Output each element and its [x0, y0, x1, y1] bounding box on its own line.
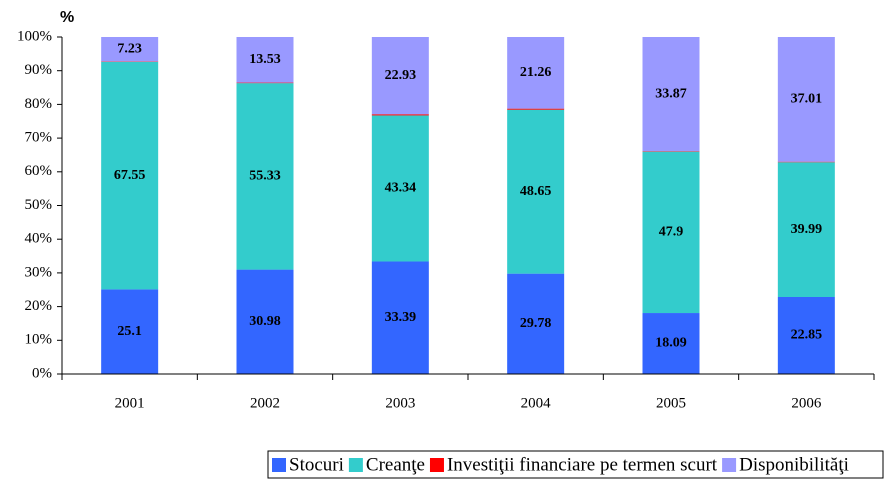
bar-segment [642, 313, 700, 374]
bar-segment [371, 114, 429, 116]
bar-segment [371, 261, 429, 374]
data-label: 33.87 [655, 86, 687, 101]
data-label: 39.99 [791, 222, 823, 237]
bar-segment [236, 83, 294, 270]
x-tick-label: 2003 [385, 395, 415, 411]
bar-segment [236, 37, 294, 83]
legend-label: Creanţe [366, 454, 425, 475]
data-label: 37.01 [791, 92, 823, 107]
y-axis-title: % [60, 9, 74, 26]
data-label: 25.1 [117, 324, 142, 339]
bar-segment [507, 109, 565, 274]
legend-swatch [272, 458, 286, 472]
bar-segment [101, 61, 159, 290]
bar-segment [101, 289, 159, 374]
bar-segment [777, 162, 835, 297]
legend-swatch [429, 458, 444, 472]
data-label: 18.09 [655, 336, 687, 351]
y-tick-label: 50% [25, 197, 53, 213]
y-tick-label: 60% [25, 163, 53, 179]
bar-segment [101, 37, 159, 62]
y-tick-label: 70% [25, 130, 53, 146]
data-label: 67.55 [114, 168, 146, 183]
y-tick-label: 30% [25, 264, 53, 280]
bar-segment [507, 37, 565, 109]
y-tick-label: 100% [17, 28, 52, 44]
data-label: 22.93 [385, 68, 417, 83]
data-label: 21.26 [520, 65, 552, 80]
legend-label: Stocuri [289, 454, 344, 475]
data-label: 22.85 [791, 328, 823, 343]
y-tick-label: 0% [32, 365, 52, 381]
bar-segment [236, 82, 294, 84]
data-label: 7.23 [117, 41, 142, 56]
legend-label: Disponibilităţi [739, 454, 849, 475]
data-label: 55.33 [249, 169, 281, 184]
x-tick-label: 2001 [115, 395, 145, 411]
bar-segment [642, 37, 700, 152]
x-tick-label: 2005 [656, 395, 686, 411]
bar-segment [507, 108, 565, 110]
data-label: 48.65 [520, 184, 552, 199]
legend-swatch [722, 458, 737, 472]
x-tick-label: 2006 [791, 395, 822, 411]
y-tick-label: 40% [25, 231, 53, 247]
bar-segment [777, 296, 835, 374]
legend-box [267, 450, 884, 479]
data-label: 47.9 [659, 225, 684, 240]
bar-segment [236, 269, 294, 374]
data-label: 33.39 [385, 310, 417, 325]
bar-segment [777, 161, 835, 163]
y-tick-label: 10% [25, 332, 53, 348]
bar-segment [371, 115, 429, 262]
data-label: 29.78 [520, 316, 552, 331]
data-label: 30.98 [249, 314, 281, 329]
bar-segment [371, 37, 429, 115]
legend-swatch [348, 458, 363, 472]
y-tick-label: 90% [25, 62, 53, 78]
legend-label: Investiţii financiare pe termen scurt [447, 454, 718, 475]
data-label: 43.34 [385, 181, 417, 196]
bar-segment [642, 151, 700, 314]
bar-segment [507, 273, 565, 374]
x-tick-label: 2004 [521, 395, 552, 411]
data-label: 13.53 [249, 52, 281, 67]
y-tick-label: 20% [25, 298, 53, 314]
bar-segment [777, 37, 835, 162]
x-tick-label: 2002 [250, 395, 280, 411]
y-tick-label: 80% [25, 96, 53, 112]
